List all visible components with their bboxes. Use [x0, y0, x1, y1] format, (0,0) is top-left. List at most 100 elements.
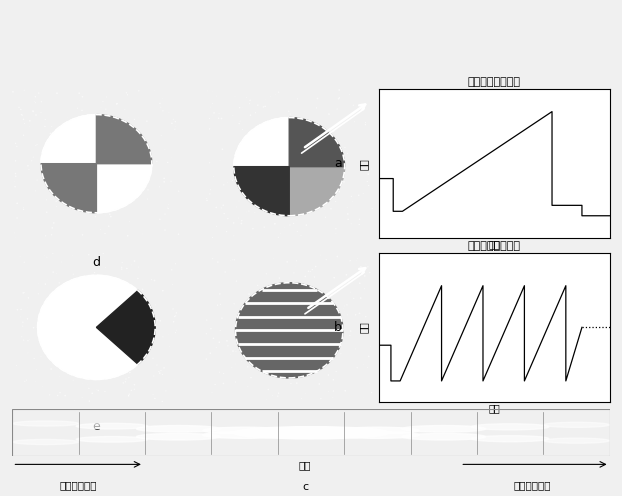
Point	[94, 167, 104, 175]
Point	[271, 307, 281, 315]
Point	[156, 367, 166, 374]
Point	[101, 115, 111, 123]
Point	[59, 340, 69, 348]
Point	[365, 137, 375, 145]
Point	[134, 263, 144, 271]
Point	[211, 344, 221, 352]
Point	[8, 88, 18, 96]
Point	[364, 353, 374, 361]
Point	[225, 350, 235, 358]
Point	[363, 170, 373, 178]
Point	[239, 177, 249, 185]
Point	[265, 158, 275, 166]
Point	[106, 173, 116, 181]
Point	[98, 361, 108, 369]
Point	[211, 92, 221, 100]
Point	[298, 131, 308, 139]
Point	[88, 261, 98, 269]
Point	[305, 313, 315, 321]
Point	[81, 358, 91, 366]
Point	[129, 335, 139, 343]
Point	[52, 89, 62, 97]
Wedge shape	[234, 118, 289, 167]
Point	[69, 397, 79, 405]
Point	[296, 322, 306, 330]
Point	[237, 103, 247, 111]
Point	[335, 94, 345, 102]
Point	[324, 156, 334, 164]
Point	[84, 374, 94, 382]
Point	[274, 234, 284, 242]
Point	[112, 165, 122, 173]
Text: b: b	[334, 321, 342, 334]
Point	[208, 334, 218, 342]
Point	[211, 222, 221, 230]
Point	[348, 198, 358, 206]
Point	[51, 197, 61, 205]
Point	[283, 182, 293, 190]
Point	[29, 107, 39, 115]
Point	[170, 118, 180, 125]
Point	[52, 202, 62, 210]
Point	[149, 372, 159, 380]
Point	[90, 268, 100, 276]
Point	[256, 304, 266, 311]
Point	[67, 149, 77, 157]
Point	[359, 393, 369, 401]
Point	[312, 169, 322, 177]
Point	[307, 341, 317, 349]
Point	[324, 110, 334, 118]
Point	[203, 272, 213, 280]
Point	[273, 314, 283, 322]
Point	[156, 103, 165, 111]
Point	[221, 228, 231, 236]
Point	[155, 99, 165, 107]
Point	[317, 339, 327, 347]
Point	[51, 288, 61, 296]
Point	[202, 194, 211, 202]
Point	[322, 255, 332, 263]
Point	[65, 312, 75, 320]
Point	[101, 93, 111, 101]
Point	[357, 323, 367, 331]
Point	[133, 274, 143, 282]
Point	[205, 115, 215, 123]
Point	[348, 101, 358, 109]
Point	[288, 356, 298, 364]
Point	[165, 342, 175, 350]
Point	[22, 315, 32, 323]
Point	[39, 144, 49, 152]
Point	[272, 170, 282, 178]
Point	[214, 109, 224, 117]
Point	[134, 160, 144, 168]
Point	[231, 277, 241, 285]
Point	[362, 178, 372, 186]
Point	[231, 203, 241, 211]
Point	[269, 154, 279, 162]
Point	[81, 342, 91, 350]
Point	[129, 257, 139, 265]
Point	[273, 392, 283, 400]
Point	[208, 88, 218, 96]
Point	[339, 305, 349, 312]
Point	[323, 313, 333, 321]
Point	[265, 173, 275, 181]
Point	[49, 268, 58, 276]
Point	[124, 360, 134, 368]
Point	[56, 133, 66, 141]
Point	[60, 392, 70, 400]
Point	[169, 115, 179, 123]
Point	[228, 177, 238, 185]
Point	[167, 154, 177, 162]
Point	[167, 120, 177, 127]
Point	[31, 377, 41, 385]
Point	[246, 111, 256, 119]
Point	[10, 178, 20, 186]
Point	[331, 188, 341, 196]
Point	[174, 187, 183, 195]
Point	[65, 396, 75, 404]
Point	[134, 87, 144, 95]
Point	[43, 178, 53, 186]
Text: 合焦: 合焦	[299, 460, 311, 470]
Point	[360, 272, 369, 280]
